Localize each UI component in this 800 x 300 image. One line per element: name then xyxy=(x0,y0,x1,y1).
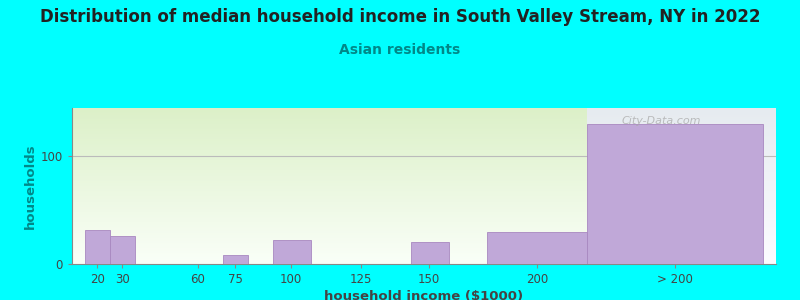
Y-axis label: households: households xyxy=(23,143,37,229)
Bar xyxy=(587,124,763,264)
Bar xyxy=(110,236,135,264)
Bar xyxy=(411,242,449,264)
Bar xyxy=(223,255,248,264)
Bar xyxy=(273,240,311,264)
Text: Asian residents: Asian residents xyxy=(339,44,461,58)
X-axis label: household income ($1000): household income ($1000) xyxy=(325,290,523,300)
Bar xyxy=(85,230,110,264)
Bar xyxy=(487,232,587,264)
Text: Distribution of median household income in South Valley Stream, NY in 2022: Distribution of median household income … xyxy=(40,8,760,26)
Text: City-Data.com: City-Data.com xyxy=(621,116,701,126)
